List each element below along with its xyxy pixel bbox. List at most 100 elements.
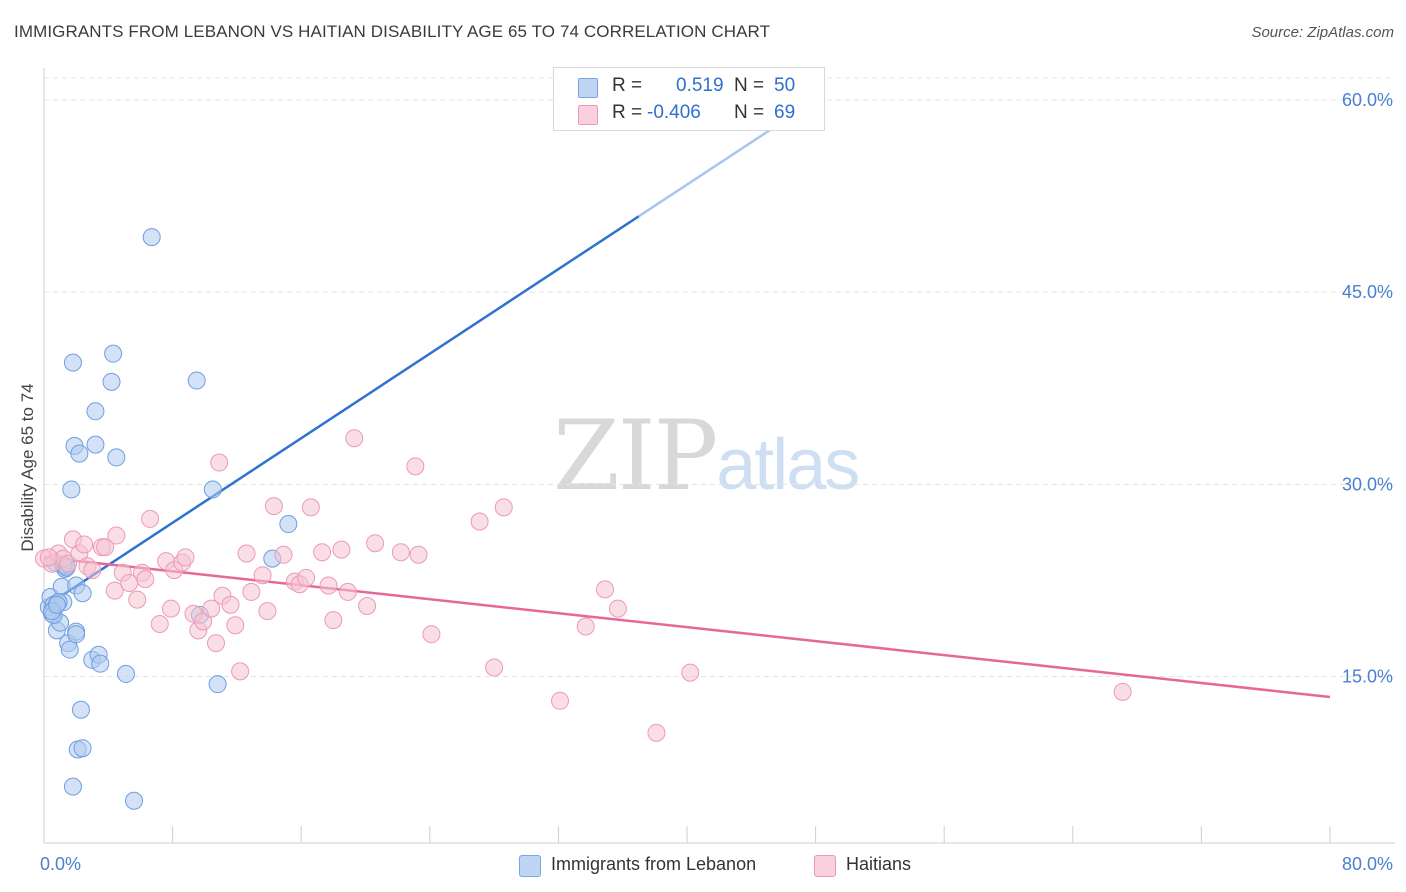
point-lebanon (73, 739, 92, 758)
point-haitians (313, 543, 332, 562)
point-lebanon (203, 480, 222, 499)
stats-swatch-lebanon (578, 78, 598, 98)
point-lebanon (125, 791, 144, 810)
legend-label-lebanon: Immigrants from Lebanon (551, 854, 757, 874)
point-haitians (258, 602, 277, 621)
x-tick-label-max: 80.0% (1342, 854, 1393, 874)
point-lebanon (208, 675, 227, 694)
point-lebanon (279, 515, 298, 534)
point-haitians (136, 570, 155, 589)
point-lebanon (142, 228, 161, 247)
point-lebanon (71, 700, 90, 719)
point-haitians (176, 548, 195, 567)
legend-label-haitians: Haitians (846, 854, 912, 874)
correlation-stats-box: R = 0.519 N = 50 R = -0.406 N = 69 (553, 67, 825, 131)
stats-r-value: 0.519 (676, 75, 724, 96)
chart-source: Source: ZipAtlas.com (1251, 24, 1394, 41)
point-lebanon (187, 371, 206, 390)
stats-n-value: 69 (774, 102, 796, 123)
point-haitians (406, 457, 425, 476)
point-lebanon (67, 625, 86, 644)
watermark-zip: ZIP (553, 400, 718, 512)
point-haitians (470, 512, 489, 531)
x-tick-label-min: 0.0% (40, 854, 81, 874)
point-haitians (301, 498, 320, 517)
y-tick-label: 45.0% (1342, 282, 1393, 302)
point-haitians (207, 634, 226, 653)
point-haitians (128, 590, 147, 609)
point-lebanon (60, 640, 79, 659)
y-tick-label: 60.0% (1342, 90, 1393, 110)
y-tick-label: 15.0% (1342, 666, 1393, 686)
point-lebanon (47, 595, 66, 614)
point-haitians (253, 566, 272, 585)
data-points (35, 91, 1132, 810)
stats-r-label: R = (612, 102, 643, 123)
watermark-atlas: atlas (716, 425, 860, 505)
point-haitians (485, 658, 504, 677)
point-haitians (332, 540, 351, 559)
point-haitians (391, 543, 410, 562)
point-haitians (105, 581, 124, 600)
point-lebanon (63, 777, 82, 796)
point-haitians (494, 498, 513, 517)
point-haitians (345, 429, 364, 448)
point-haitians (231, 662, 250, 681)
watermark: ZIPatlas (553, 400, 860, 512)
point-haitians (210, 453, 229, 472)
point-haitians (551, 691, 570, 710)
point-lebanon (102, 372, 121, 391)
point-haitians (39, 548, 58, 567)
point-haitians (297, 568, 316, 587)
point-haitians (681, 663, 700, 682)
point-haitians (647, 723, 666, 742)
point-haitians (366, 534, 385, 553)
point-lebanon (86, 435, 105, 454)
point-haitians (202, 599, 221, 618)
point-lebanon (62, 480, 81, 499)
point-haitians (576, 617, 595, 636)
point-haitians (324, 611, 343, 630)
legend-swatch-haitians (814, 855, 836, 877)
point-haitians (1113, 682, 1132, 701)
point-haitians (319, 576, 338, 595)
stats-n-label: N = (734, 75, 765, 96)
point-haitians (264, 497, 283, 516)
point-haitians (96, 538, 115, 557)
stats-n-value: 50 (774, 75, 796, 96)
point-lebanon (91, 654, 110, 673)
point-haitians (608, 599, 627, 618)
chart-title: IMMIGRANTS FROM LEBANON VS HAITIAN DISAB… (14, 22, 771, 41)
point-lebanon (107, 448, 126, 467)
point-haitians (83, 561, 102, 580)
point-haitians (221, 595, 240, 614)
trend-line-lebanon (43, 215, 640, 609)
point-haitians (107, 526, 126, 545)
point-lebanon (86, 402, 105, 421)
point-haitians (409, 545, 428, 564)
point-haitians (150, 614, 169, 633)
y-tick-label: 30.0% (1342, 474, 1393, 494)
stats-r-label: R = (612, 75, 643, 96)
point-haitians (59, 554, 78, 573)
point-haitians (75, 535, 94, 554)
stats-swatch-haitians (578, 105, 598, 125)
point-lebanon (116, 664, 135, 683)
stats-r-value: -0.406 (647, 102, 701, 123)
stats-n-label: N = (734, 102, 765, 123)
stats-row-haitians: R = -0.406 N = 69 (554, 100, 824, 128)
y-axis-title: Disability Age 65 to 74 (18, 383, 37, 551)
point-haitians (161, 599, 180, 618)
point-haitians (274, 545, 293, 564)
tick-labels: 15.0% 30.0% 45.0% 60.0% 0.0% 80.0% Disability … (18, 90, 1393, 874)
legend-swatch-lebanon (519, 855, 541, 877)
point-haitians (358, 597, 377, 616)
legend: Immigrants from Lebanon Haitians (0, 853, 1406, 877)
stats-row-lebanon: R = 0.519 N = 50 (554, 73, 824, 101)
axes (43, 68, 1395, 844)
point-haitians (242, 582, 261, 601)
point-haitians (422, 625, 441, 644)
point-lebanon (63, 353, 82, 372)
point-haitians (194, 612, 213, 631)
